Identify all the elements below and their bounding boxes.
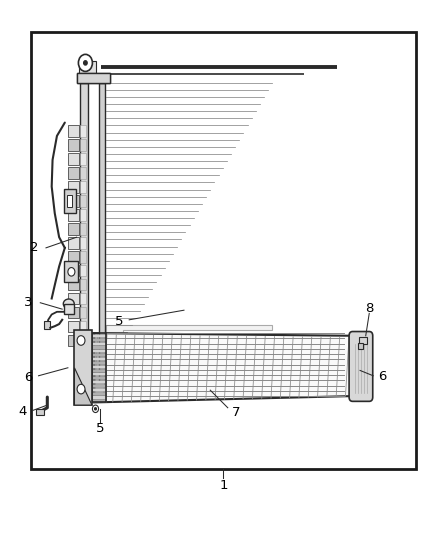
Bar (92, 368, 106, 372)
Bar (92, 395, 106, 399)
Circle shape (78, 54, 92, 71)
Bar (92, 334, 106, 337)
Bar (80, 139, 86, 150)
Bar (92, 392, 106, 395)
Bar (80, 237, 86, 248)
Bar (99, 83, 105, 381)
Bar (80, 125, 86, 136)
Bar (92, 388, 106, 391)
Circle shape (92, 405, 99, 413)
Bar (68, 125, 79, 136)
Bar (80, 195, 86, 206)
Bar (92, 345, 106, 349)
Bar (68, 139, 79, 150)
Bar (80, 223, 86, 235)
Bar (80, 320, 86, 333)
Bar (31, 32, 416, 469)
Polygon shape (94, 333, 355, 402)
Bar (92, 384, 106, 387)
Text: 8: 8 (365, 302, 374, 314)
Circle shape (68, 268, 75, 276)
Circle shape (77, 384, 85, 394)
Polygon shape (106, 325, 272, 381)
Bar (36, 409, 44, 415)
Bar (68, 320, 79, 333)
Bar (80, 181, 86, 192)
Text: 2: 2 (30, 241, 39, 254)
Bar (68, 237, 79, 248)
Circle shape (77, 336, 85, 345)
Text: 6: 6 (24, 371, 33, 384)
Bar (64, 189, 76, 213)
Bar (68, 195, 79, 206)
Bar (68, 223, 79, 235)
Text: 1: 1 (219, 479, 228, 491)
Polygon shape (77, 73, 110, 83)
Bar (92, 361, 106, 364)
Bar (92, 353, 106, 356)
Circle shape (95, 408, 96, 410)
Bar (92, 365, 106, 368)
Bar (44, 321, 50, 329)
Text: 4: 4 (18, 405, 27, 418)
Bar (80, 208, 86, 221)
Bar (79, 61, 96, 77)
Polygon shape (74, 368, 92, 405)
Bar (64, 304, 74, 314)
Bar (68, 167, 79, 179)
Bar (80, 306, 86, 319)
Text: 7: 7 (231, 406, 240, 419)
Bar (68, 208, 79, 221)
Bar (80, 335, 86, 346)
Bar (68, 181, 79, 192)
Circle shape (84, 61, 87, 65)
Bar (92, 373, 106, 375)
Bar (92, 342, 106, 345)
Bar (80, 279, 86, 290)
Bar (68, 306, 79, 319)
Bar (92, 349, 106, 352)
Bar (80, 152, 86, 165)
Bar (64, 261, 78, 282)
Bar (68, 251, 79, 262)
Bar (68, 264, 79, 277)
Bar (68, 293, 79, 304)
Bar (358, 343, 363, 349)
Bar (77, 73, 110, 83)
Bar (67, 195, 72, 207)
Bar (80, 167, 86, 179)
Bar (80, 264, 86, 277)
FancyBboxPatch shape (349, 332, 373, 401)
Text: 3: 3 (24, 296, 33, 309)
Bar (359, 337, 367, 344)
Text: 5: 5 (115, 316, 124, 328)
Bar (92, 333, 106, 402)
Bar (80, 83, 88, 381)
Bar (74, 330, 92, 405)
Bar (68, 279, 79, 290)
Text: 6: 6 (378, 370, 386, 383)
Bar (92, 380, 106, 383)
Bar (92, 338, 106, 341)
Bar (68, 335, 79, 346)
Bar (92, 399, 106, 402)
Text: 5: 5 (95, 422, 104, 435)
Ellipse shape (63, 299, 74, 309)
Bar (92, 376, 106, 379)
Bar (92, 357, 106, 360)
Bar (68, 152, 79, 165)
Bar (80, 251, 86, 262)
Bar (80, 293, 86, 304)
